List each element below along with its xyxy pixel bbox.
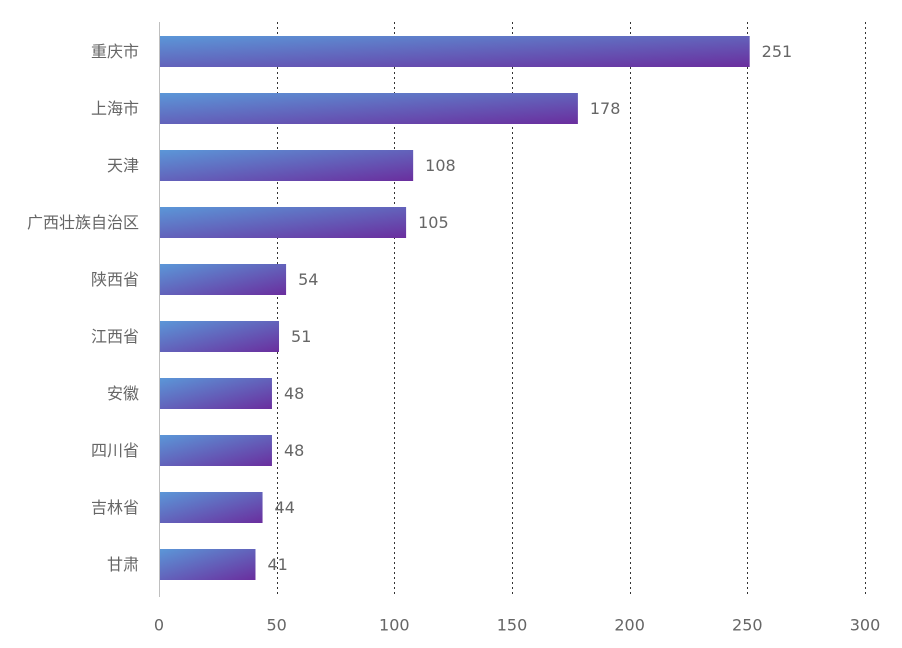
bar-8 (160, 492, 263, 523)
value-label-6: 48 (284, 384, 304, 403)
value-label-8: 44 (275, 498, 295, 517)
category-label-7: 四川省 (91, 441, 139, 460)
bar-1 (160, 93, 578, 124)
x-tick-label-200: 200 (614, 616, 645, 635)
x-tick-label-50: 50 (266, 616, 286, 635)
x-tick-label-150: 150 (497, 616, 528, 635)
bar-9 (160, 549, 256, 580)
value-label-1: 178 (590, 99, 621, 118)
value-label-0: 251 (762, 42, 793, 61)
bar-7 (160, 435, 272, 466)
category-label-4: 陕西省 (91, 270, 139, 289)
category-label-8: 吉林省 (91, 498, 139, 517)
category-label-0: 重庆市 (91, 42, 139, 61)
x-tick-label-0: 0 (154, 616, 164, 635)
labels: 重庆市 251 上海市 178 天津 108 广西壮族自治区 105 陕西省 54 江西省 51 安徽 4… (27, 42, 880, 635)
bar-4 (160, 264, 287, 295)
category-label-6: 安徽 (107, 384, 139, 403)
bar-0 (160, 36, 750, 67)
x-tick-label-100: 100 (379, 616, 410, 635)
value-label-3: 105 (418, 213, 449, 232)
value-label-4: 54 (298, 270, 318, 289)
bars (160, 36, 750, 580)
value-label-5: 51 (291, 327, 311, 346)
bar-3 (160, 207, 407, 238)
category-label-3: 广西壮族自治区 (27, 213, 139, 232)
bar-5 (160, 321, 280, 352)
category-label-5: 江西省 (91, 327, 139, 346)
category-label-1: 上海市 (91, 99, 139, 118)
value-label-7: 48 (284, 441, 304, 460)
value-label-2: 108 (425, 156, 456, 175)
x-tick-label-300: 300 (850, 616, 881, 635)
bar-6 (160, 378, 272, 409)
category-label-2: 天津 (107, 156, 139, 175)
bar-2 (160, 150, 414, 181)
category-label-9: 甘肃 (107, 555, 139, 574)
x-tick-label-250: 250 (732, 616, 763, 635)
value-label-9: 41 (267, 555, 287, 574)
